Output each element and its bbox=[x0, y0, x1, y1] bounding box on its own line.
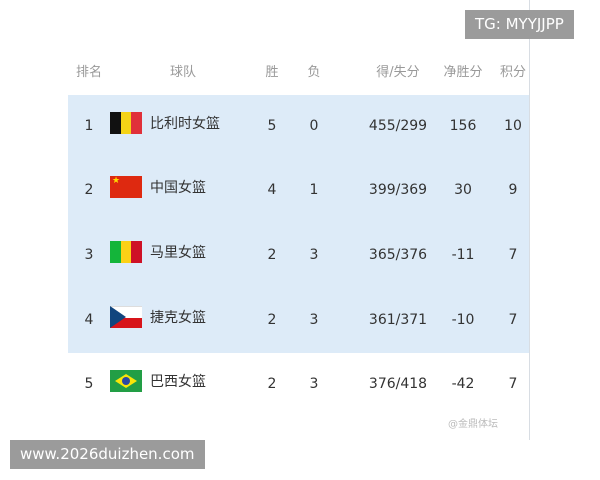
team-name: 捷克女篮 bbox=[150, 310, 206, 326]
czech-flag-icon bbox=[110, 306, 142, 328]
losses: 1 bbox=[309, 182, 319, 198]
net-points: 30 bbox=[454, 182, 472, 198]
wins: 2 bbox=[267, 312, 277, 328]
team-name: 巴西女篮 bbox=[150, 374, 206, 390]
points-for-against: 365/376 bbox=[368, 247, 428, 263]
brazil-flag-icon bbox=[110, 370, 142, 392]
score: 7 bbox=[508, 247, 518, 263]
points-for-against: 376/418 bbox=[368, 376, 428, 392]
header-losses: 负 bbox=[307, 65, 321, 80]
header-rank: 排名 bbox=[75, 65, 102, 80]
losses: 3 bbox=[309, 247, 319, 263]
table-row: 4 捷克女篮 2 3 361/371 -10 7 bbox=[68, 306, 529, 332]
team-name: 中国女篮 bbox=[150, 180, 206, 196]
header-points: 得/失分 bbox=[376, 65, 420, 80]
highlighted-rows-background bbox=[68, 95, 529, 353]
wins: 4 bbox=[267, 182, 277, 198]
team-name: 比利时女篮 bbox=[150, 116, 220, 132]
net-points: -42 bbox=[451, 376, 475, 392]
score: 10 bbox=[504, 118, 522, 134]
table-header: 排名 球队 胜 负 得/失分 净胜分 积分 bbox=[68, 61, 529, 81]
losses: 3 bbox=[309, 312, 319, 328]
watermark: @金鼎体坛 bbox=[448, 419, 498, 430]
tg-tag: TG: MYYJJPP bbox=[465, 10, 574, 39]
belgium-flag-icon bbox=[110, 112, 142, 134]
china-flag-icon: ★ bbox=[110, 176, 142, 198]
net-points: 156 bbox=[449, 118, 477, 134]
table-row: 3 马里女篮 2 3 365/376 -11 7 bbox=[68, 241, 529, 267]
wins: 5 bbox=[267, 118, 277, 134]
header-score: 积分 bbox=[499, 65, 526, 80]
rank: 2 bbox=[84, 182, 94, 198]
site-tag: www.2026duizhen.com bbox=[10, 440, 205, 469]
net-points: -10 bbox=[451, 312, 475, 328]
net-points: -11 bbox=[451, 247, 475, 263]
rank: 1 bbox=[84, 118, 94, 134]
points-for-against: 361/371 bbox=[368, 312, 428, 328]
table-row: 5 巴西女篮 2 3 376/418 -42 7 bbox=[68, 370, 529, 396]
team-name: 马里女篮 bbox=[150, 245, 206, 261]
points-for-against: 399/369 bbox=[368, 182, 428, 198]
mali-flag-icon bbox=[110, 241, 142, 263]
score: 9 bbox=[508, 182, 518, 198]
wins: 2 bbox=[267, 376, 277, 392]
table-row: 2 ★ 中国女篮 4 1 399/369 30 9 bbox=[68, 176, 529, 202]
table-row: 1 比利时女篮 5 0 455/299 156 10 bbox=[68, 112, 529, 138]
header-net: 净胜分 bbox=[443, 65, 483, 80]
divider bbox=[529, 0, 530, 440]
losses: 0 bbox=[309, 118, 319, 134]
score: 7 bbox=[508, 312, 518, 328]
score: 7 bbox=[508, 376, 518, 392]
header-wins: 胜 bbox=[265, 65, 279, 80]
rank: 3 bbox=[84, 247, 94, 263]
points-for-against: 455/299 bbox=[368, 118, 428, 134]
rank: 5 bbox=[84, 376, 94, 392]
header-team: 球队 bbox=[169, 65, 196, 80]
rank: 4 bbox=[84, 312, 94, 328]
wins: 2 bbox=[267, 247, 277, 263]
losses: 3 bbox=[309, 376, 319, 392]
